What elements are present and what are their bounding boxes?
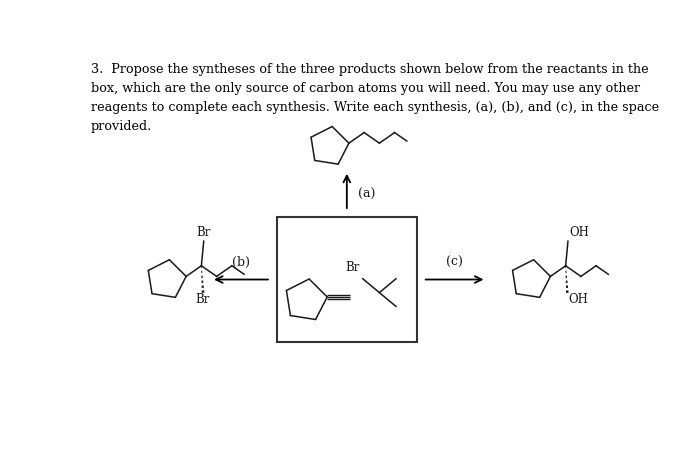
Text: (b): (b): [232, 256, 250, 269]
Text: 3.  Propose the syntheses of the three products shown below from the reactants i: 3. Propose the syntheses of the three pr…: [91, 63, 659, 133]
Text: Br: Br: [196, 226, 211, 239]
Text: OH: OH: [570, 226, 589, 239]
Text: Br: Br: [346, 261, 360, 274]
Text: (a): (a): [359, 188, 375, 201]
Bar: [277, 217, 417, 342]
Text: OH: OH: [569, 293, 589, 306]
Text: (c): (c): [446, 256, 463, 269]
Text: Br: Br: [196, 293, 210, 306]
